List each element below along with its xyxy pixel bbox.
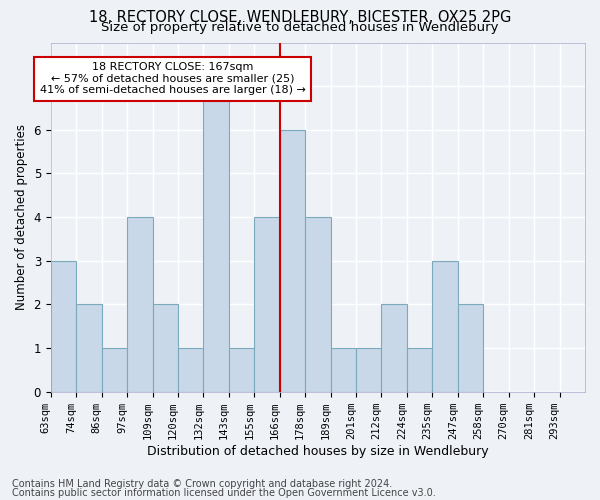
Bar	[229, 348, 254, 392]
Text: Size of property relative to detached houses in Wendlebury: Size of property relative to detached ho…	[101, 22, 499, 35]
Bar	[254, 217, 280, 392]
Bar	[178, 348, 203, 392]
Bar	[76, 304, 101, 392]
Bar	[152, 304, 178, 392]
Bar	[382, 304, 407, 392]
Bar	[127, 217, 152, 392]
Bar	[433, 261, 458, 392]
Bar	[356, 348, 382, 392]
Bar	[331, 348, 356, 392]
Bar	[101, 348, 127, 392]
Text: Contains public sector information licensed under the Open Government Licence v3: Contains public sector information licen…	[12, 488, 436, 498]
Bar	[305, 217, 331, 392]
Text: 18 RECTORY CLOSE: 167sqm
← 57% of detached houses are smaller (25)
41% of semi-d: 18 RECTORY CLOSE: 167sqm ← 57% of detach…	[40, 62, 306, 96]
Text: Contains HM Land Registry data © Crown copyright and database right 2024.: Contains HM Land Registry data © Crown c…	[12, 479, 392, 489]
Bar	[407, 348, 433, 392]
Text: 18, RECTORY CLOSE, WENDLEBURY, BICESTER, OX25 2PG: 18, RECTORY CLOSE, WENDLEBURY, BICESTER,…	[89, 10, 511, 25]
X-axis label: Distribution of detached houses by size in Wendlebury: Distribution of detached houses by size …	[147, 444, 489, 458]
Bar	[51, 261, 76, 392]
Bar	[280, 130, 305, 392]
Bar	[458, 304, 483, 392]
Y-axis label: Number of detached properties: Number of detached properties	[15, 124, 28, 310]
Bar	[203, 86, 229, 392]
